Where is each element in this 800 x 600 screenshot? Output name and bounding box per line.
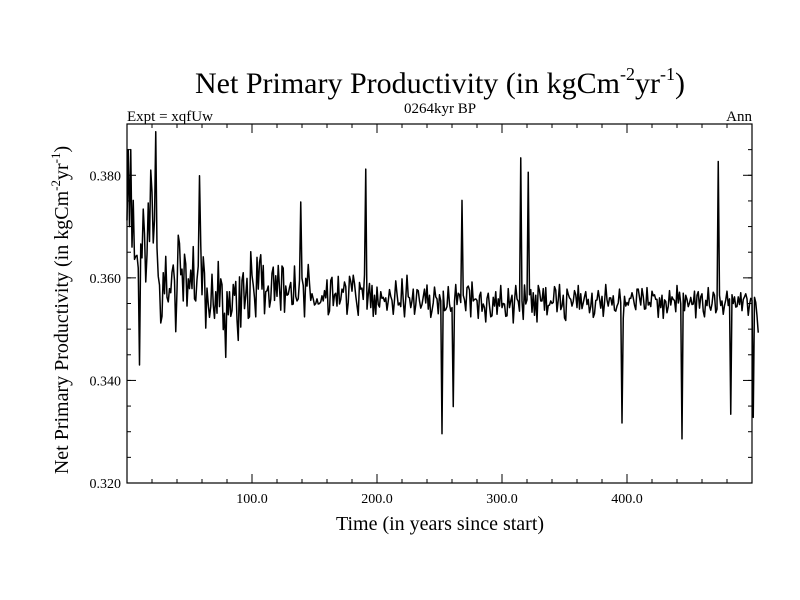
season-label: Ann (726, 109, 752, 125)
chart-title: Net Primary Productivity (in kgCm-2yr-1) (195, 64, 685, 100)
x-tick-label: 400.0 (611, 492, 643, 507)
y-tick-label: 0.340 (90, 374, 122, 389)
plot-frame (126, 123, 753, 484)
x-tick-label: 200.0 (361, 492, 393, 507)
x-tick-label: 100.0 (236, 492, 268, 507)
tick-labels: 100.0 200.0 300.0 400.0 0.320 0.340 0.360 0.380 (90, 169, 643, 507)
y-tick-label: 0.360 (90, 272, 122, 287)
period-label: 0264kyr BP (404, 101, 476, 117)
x-axis-title: Time (in years since start) (336, 513, 544, 535)
y-tick-label: 0.380 (90, 169, 122, 184)
y-tick-label: 0.320 (90, 477, 122, 492)
y-axis-title: Net Primary Productivity (in kgCm-2yr-1) (48, 146, 73, 474)
series-line (126, 130, 759, 440)
experiment-label: Expt = xqfUw (127, 109, 213, 125)
x-tick-label: 300.0 (486, 492, 518, 507)
